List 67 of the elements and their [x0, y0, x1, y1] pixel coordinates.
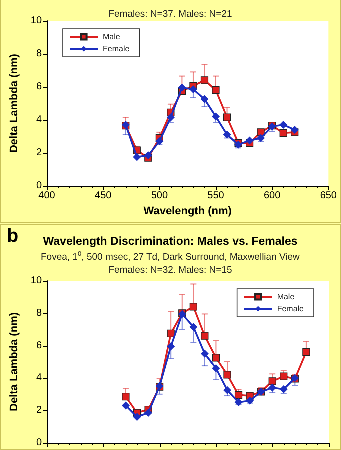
point: [166, 114, 175, 122]
y-tick-label: 0: [36, 180, 42, 192]
y-tick-label: 4: [36, 114, 42, 126]
text: b: [7, 226, 19, 247]
point: [167, 330, 175, 338]
point: [268, 384, 277, 392]
point: [280, 372, 288, 380]
point: [280, 129, 288, 138]
x-tick-label: 650: [320, 190, 338, 202]
point: [246, 136, 254, 145]
legend-label: Male: [103, 32, 121, 42]
y-axis-title: Delta Lambda (nm): [8, 54, 20, 154]
point: [212, 112, 220, 121]
y-tick-label: 6: [36, 340, 42, 352]
point: [133, 153, 142, 162]
point: [190, 303, 198, 311]
point: [234, 398, 243, 406]
y-tick-label: 2: [36, 148, 42, 159]
y-tick-label: 8: [36, 308, 42, 319]
y-tick-label: 6: [36, 82, 42, 93]
point: [268, 378, 276, 386]
point: [290, 126, 299, 134]
y-axis-title: Delta Lambda (nm): [8, 312, 20, 412]
point: [212, 86, 220, 94]
point: [201, 332, 209, 340]
point: [223, 130, 232, 139]
point: [223, 386, 232, 394]
legend-label: Female: [103, 44, 130, 54]
point: [234, 391, 243, 400]
point: [144, 152, 152, 160]
point: [224, 371, 232, 379]
x-tick-label: 450: [95, 190, 112, 202]
y-tick-label: 8: [36, 48, 42, 60]
x-tick-label: 550: [208, 190, 225, 202]
chart-subtitle: Females: N=37. Males: N=21: [108, 9, 232, 20]
point: [302, 348, 310, 356]
y-tick-label: 10: [30, 16, 42, 26]
point: [200, 95, 209, 104]
legend-label: Female: [277, 304, 305, 314]
point: [190, 323, 198, 332]
point: [280, 386, 288, 394]
point: [200, 76, 209, 84]
point: [189, 86, 198, 94]
chart-title: Wavelength Discrimination: Males vs. Females: [43, 236, 298, 248]
x-tick-label: 500: [151, 190, 168, 202]
y-tick-label: 10: [30, 276, 42, 286]
point: [200, 350, 209, 358]
point: [257, 134, 266, 142]
point: [178, 84, 186, 92]
point: [167, 342, 176, 351]
y-tick-label: 0: [36, 438, 42, 448]
legend-label: Male: [277, 292, 296, 302]
point: [246, 396, 254, 405]
point: [212, 354, 220, 362]
x-tick-label: 600: [264, 190, 282, 202]
point: [122, 402, 130, 410]
point: [144, 409, 153, 418]
point: [133, 413, 142, 422]
point: [212, 364, 220, 372]
x-axis-title: Wavelength (nm): [144, 206, 232, 218]
point: [122, 393, 130, 401]
point: [223, 114, 232, 122]
point: [280, 121, 288, 130]
y-tick-label: 4: [36, 372, 42, 384]
point: [156, 138, 164, 146]
x-tick-label: 400: [38, 190, 56, 202]
y-tick-label: 2: [36, 405, 42, 416]
